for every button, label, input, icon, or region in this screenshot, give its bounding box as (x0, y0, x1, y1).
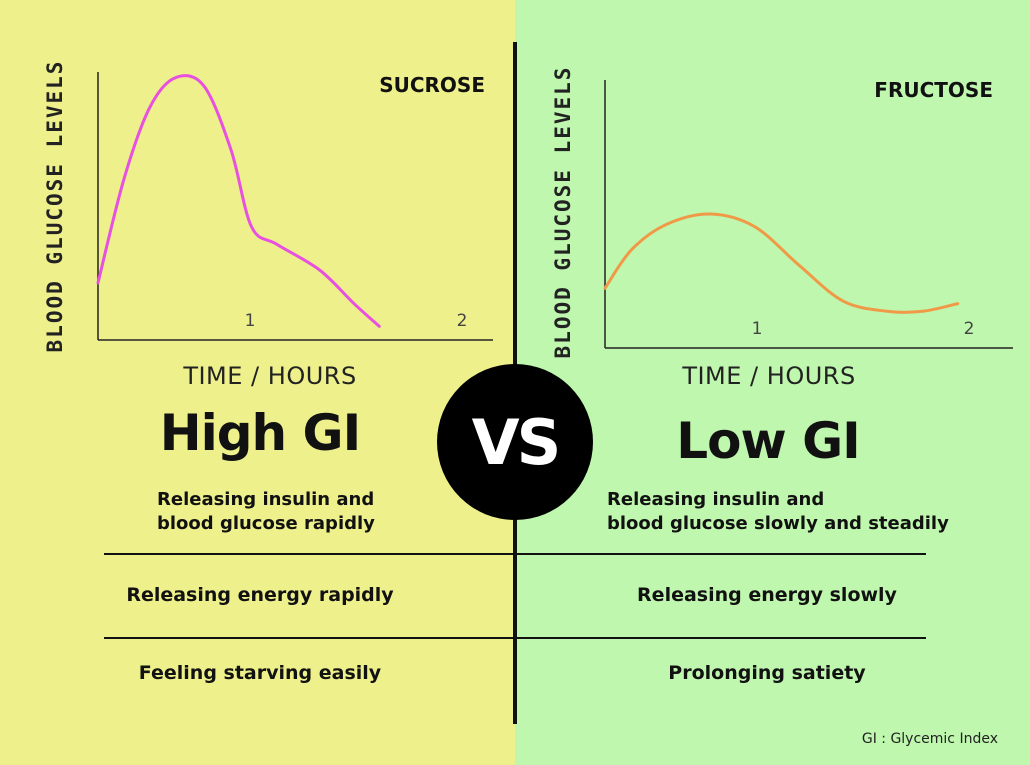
high-gi-satiety-text: Feeling starving easily (138, 662, 382, 684)
sucrose-chart: BLOOD GLUCOSE LEVELS SUCROSE 1 2 (43, 60, 493, 353)
sucrose-x-tick-2: 2 (457, 311, 468, 331)
fructose-curve (603, 212, 960, 314)
high-gi-heading: High GI (159, 404, 361, 462)
low-gi-satiety-text: Prolonging satiety (668, 662, 866, 684)
sucrose-x-tick-1: 1 (245, 311, 256, 331)
sucrose-x-axis-label: TIME / HOURS (183, 362, 357, 390)
sucrose-y-axis-label: BLOOD GLUCOSE LEVELS (43, 60, 67, 353)
fructose-x-tick-1: 1 (752, 319, 763, 339)
fructose-x-axis-label: TIME / HOURS (682, 362, 856, 390)
fructose-chart: BLOOD GLUCOSE LEVELS FRUCTOSE 1 2 (551, 66, 1013, 359)
sucrose-curve (96, 74, 381, 328)
vs-label: VS (471, 405, 562, 479)
vs-badge: VS (437, 364, 593, 520)
footnote: GI : Glycemic Index (861, 731, 998, 747)
fructose-chart-title: FRUCTOSE (874, 78, 993, 102)
low-gi-energy-text: Releasing energy slowly (637, 584, 897, 606)
low-gi-description-line-2: blood glucose slowly and steadily (607, 513, 949, 534)
low-gi-description: Releasing insulin and blood glucose slow… (607, 488, 949, 536)
high-gi-description: Releasing insulin and blood glucose rapi… (157, 488, 375, 536)
low-gi-heading: Low GI (676, 412, 860, 470)
sucrose-chart-title: SUCROSE (379, 73, 485, 97)
low-gi-description-line-1: Releasing insulin and (607, 489, 825, 510)
high-gi-description-line-2: blood glucose rapidly (157, 513, 375, 534)
high-gi-energy-text: Releasing energy rapidly (126, 584, 394, 606)
fructose-y-axis-label: BLOOD GLUCOSE LEVELS (551, 66, 575, 359)
fructose-x-tick-2: 2 (964, 319, 975, 339)
high-gi-description-line-1: Releasing insulin and (157, 489, 375, 510)
